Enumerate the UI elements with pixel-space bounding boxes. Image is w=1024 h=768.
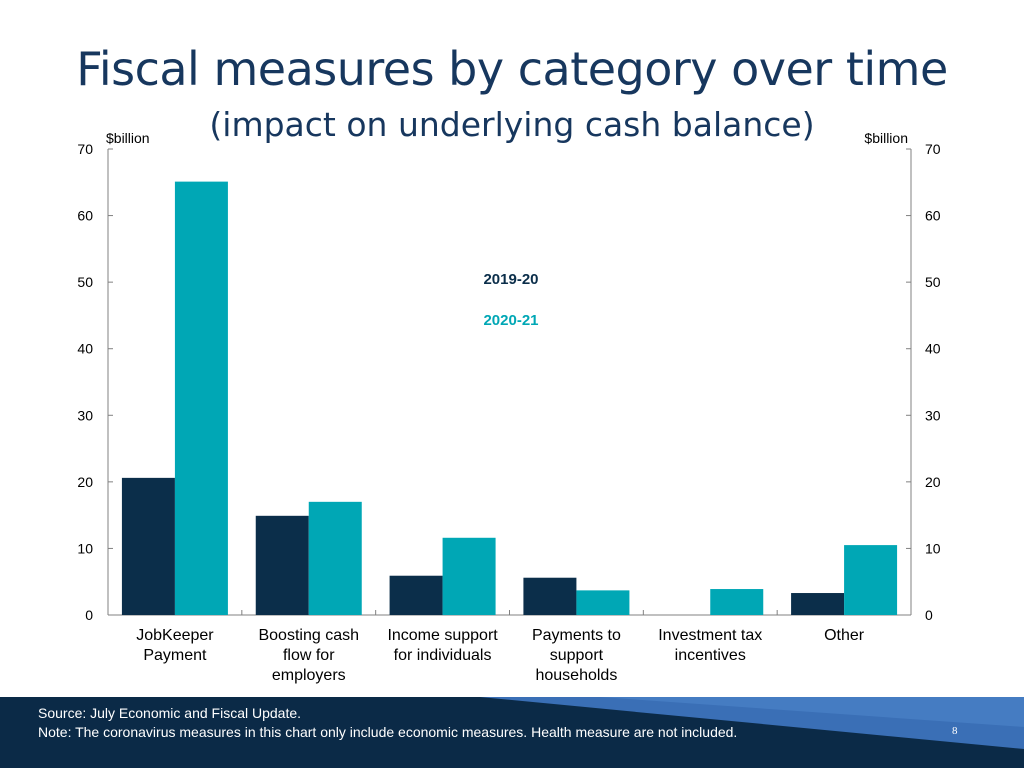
x-tick-label: JobKeeper bbox=[136, 627, 214, 644]
x-tick-label: support bbox=[550, 647, 604, 664]
y-tick-label-right: 0 bbox=[925, 607, 933, 623]
bar-2020-21-1 bbox=[308, 501, 362, 615]
footnote: Note: The coronavirus measures in this c… bbox=[38, 724, 738, 740]
y-tick-label-left: 0 bbox=[85, 607, 93, 623]
y-tick-label-left: 20 bbox=[77, 474, 93, 490]
y-tick-label-right: 60 bbox=[925, 208, 941, 224]
x-tick-label: employers bbox=[272, 667, 346, 684]
slide-title: Fiscal measures by category over time bbox=[76, 42, 948, 96]
bar-2020-21-4 bbox=[710, 589, 764, 615]
bar-2019-20-1 bbox=[255, 515, 309, 615]
y-tick-label-right: 50 bbox=[925, 274, 941, 290]
legend-2020-21: 2020-21 bbox=[483, 312, 538, 329]
y-tick-label-left: 30 bbox=[77, 407, 93, 423]
y-tick-label-left: 50 bbox=[77, 274, 93, 290]
footer-stripe-graphic bbox=[480, 697, 1024, 749]
y-tick-label-left: 70 bbox=[77, 141, 93, 157]
bar-2020-21-2 bbox=[442, 537, 496, 615]
x-tick-label: Payment bbox=[143, 647, 207, 664]
y-axis-unit-right: $billion bbox=[864, 130, 908, 146]
x-tick-label: Payments to bbox=[532, 627, 621, 644]
x-tick-label: flow for bbox=[283, 647, 335, 664]
x-tick-label: for individuals bbox=[394, 647, 492, 664]
legend-2019-20: 2019-20 bbox=[483, 271, 538, 288]
y-tick-label-right: 40 bbox=[925, 341, 941, 357]
footer-bar: Source: July Economic and Fiscal Update.… bbox=[0, 697, 1024, 768]
x-tick-label: households bbox=[535, 667, 617, 684]
x-tick-label: Income support bbox=[387, 627, 498, 644]
y-tick-label-left: 40 bbox=[77, 341, 93, 357]
x-tick-label: Investment tax bbox=[658, 627, 762, 644]
y-tick-label-left: 10 bbox=[77, 540, 93, 556]
y-tick-label-right: 30 bbox=[925, 407, 941, 423]
bar-2019-20-5 bbox=[791, 593, 845, 615]
y-tick-label-right: 10 bbox=[925, 540, 941, 556]
x-tick-label: incentives bbox=[675, 647, 746, 664]
y-tick-label-right: 20 bbox=[925, 474, 941, 490]
bar-2020-21-5 bbox=[844, 545, 898, 615]
bar-2019-20-2 bbox=[389, 575, 443, 615]
bar-2020-21-3 bbox=[576, 590, 630, 615]
y-tick-label-right: 70 bbox=[925, 141, 941, 157]
slide-subtitle: (impact on underlying cash balance) bbox=[209, 105, 815, 144]
x-tick-label: Boosting cash bbox=[258, 627, 359, 644]
page-number: 8 bbox=[952, 725, 958, 737]
y-tick-label-left: 60 bbox=[77, 208, 93, 224]
x-tick-label: Other bbox=[824, 627, 865, 644]
y-axis-unit-left: $billion bbox=[106, 130, 150, 146]
bar-2019-20-0 bbox=[121, 477, 175, 615]
bar-2019-20-3 bbox=[523, 577, 577, 615]
source-note: Source: July Economic and Fiscal Update. bbox=[38, 705, 302, 721]
bar-chart: 0 0 10 10 20 20 30 30 40 40 50 50 60 60 70 70 $billion $b… bbox=[77, 130, 941, 684]
bar-2020-21-0 bbox=[174, 181, 228, 615]
